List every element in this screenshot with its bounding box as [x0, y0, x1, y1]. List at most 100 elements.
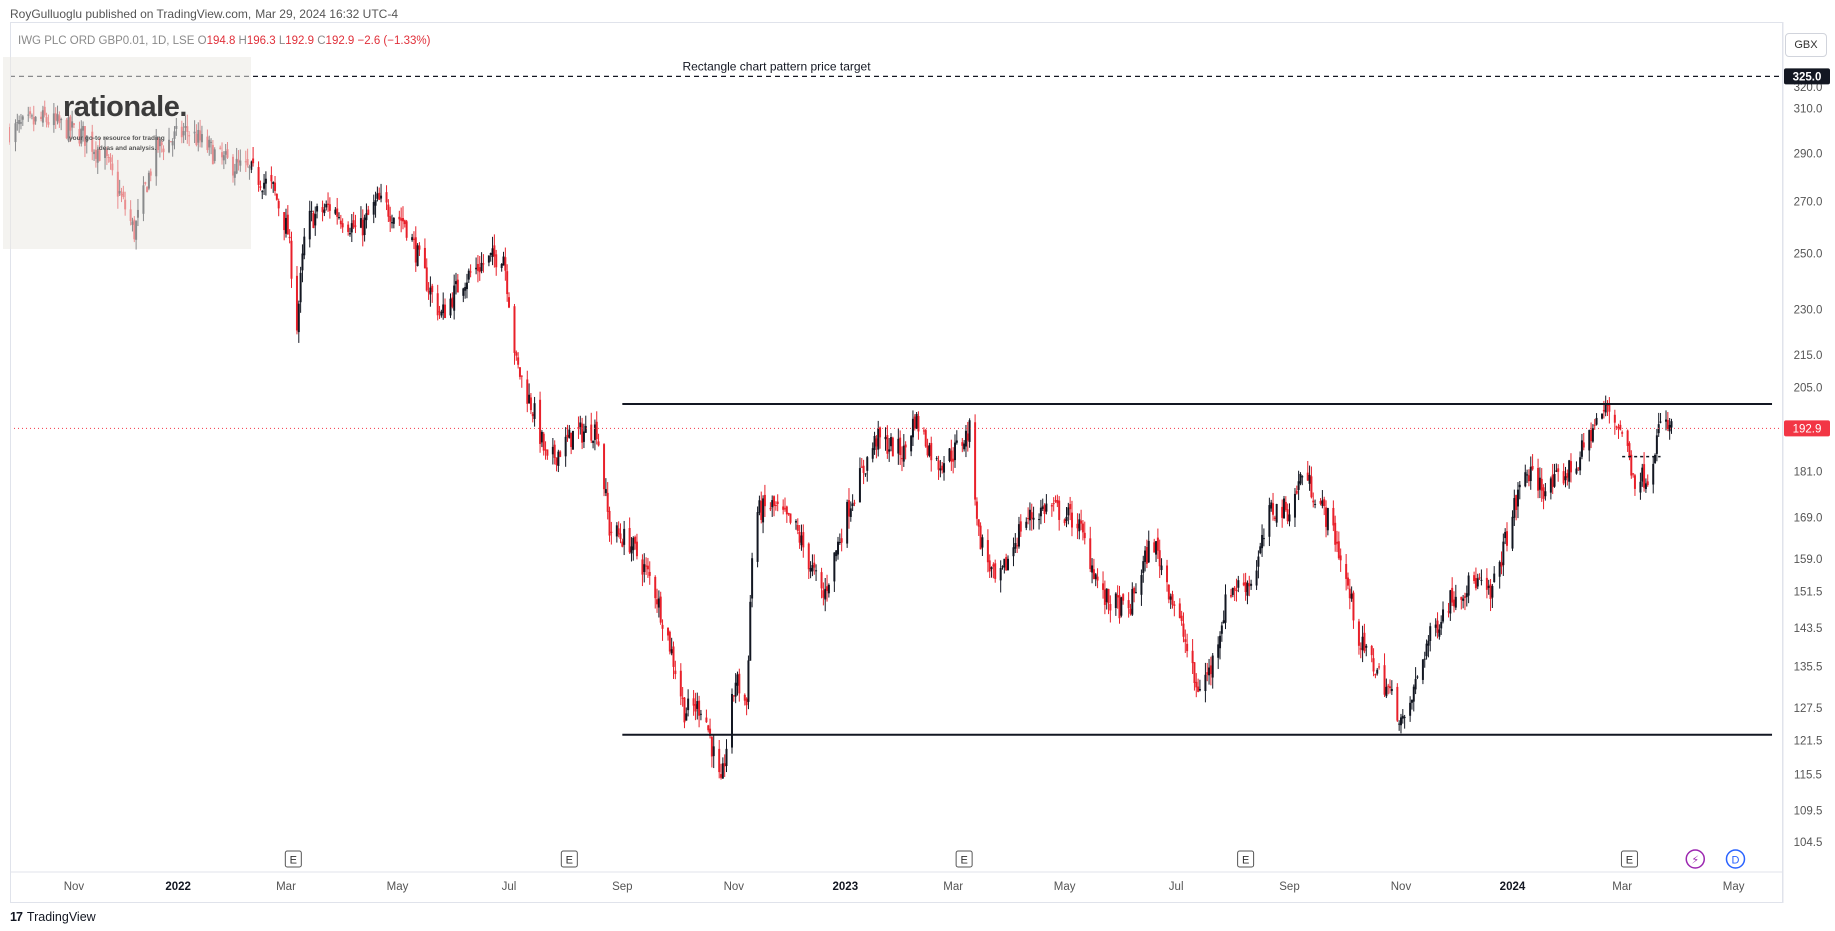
candle: [1630, 450, 1633, 479]
split-event-icon[interactable]: ⚡: [1685, 849, 1706, 869]
earnings-event-icon[interactable]: E: [1237, 850, 1255, 868]
candle: [619, 523, 622, 544]
candle: [400, 207, 403, 233]
candle: [1319, 498, 1322, 506]
close-label: C: [317, 35, 326, 47]
candle: [502, 251, 505, 266]
candle: [913, 414, 916, 431]
tradingview-footer-logo[interactable]: 17 TradingView: [10, 910, 96, 924]
candle: [1659, 412, 1662, 424]
candle: [303, 228, 306, 260]
candle: [1374, 673, 1377, 679]
symbol-legend[interactable]: IWG PLC ORD GBP0.01, 1D, LSE O194.8 H196…: [18, 35, 430, 47]
candle: [1284, 496, 1287, 512]
earnings-event-icon[interactable]: E: [955, 850, 973, 868]
candle: [840, 528, 843, 552]
candle: [416, 243, 419, 267]
candle: [1092, 558, 1095, 580]
candle: [1293, 488, 1296, 527]
candle: [1050, 503, 1053, 517]
candle: [374, 191, 377, 218]
candle: [1171, 590, 1174, 609]
candle: [879, 426, 882, 449]
candle: [696, 692, 699, 720]
candle: [500, 263, 503, 272]
candle: [590, 412, 593, 444]
candle: [553, 440, 556, 465]
candle: [1198, 679, 1201, 692]
earnings-event-icon[interactable]: E: [1620, 850, 1638, 868]
candle: [645, 557, 648, 575]
candle: [891, 436, 894, 457]
price-axis[interactable]: 104.5 109.5 115.5 121.5 127.5 135.5 143.5 151.5…: [1782, 22, 1823, 903]
candle: [853, 499, 856, 507]
y-tick-label: 181.0: [1794, 466, 1823, 478]
candle: [1091, 558, 1094, 584]
candle: [1608, 397, 1611, 424]
earnings-event-icon[interactable]: E: [284, 850, 302, 868]
candle: [1568, 459, 1571, 489]
candle: [411, 233, 414, 242]
candle: [1370, 644, 1373, 663]
symbol-name[interactable]: IWG PLC ORD GBP0.01, 1D, LSE: [18, 35, 195, 47]
price-target-tag-text: 325.0: [1793, 71, 1822, 83]
candle: [824, 578, 827, 612]
candle: [1306, 460, 1309, 481]
candle: [1626, 429, 1629, 452]
candle: [615, 522, 618, 543]
x-tick-label: Nov: [64, 881, 85, 893]
candle: [776, 494, 779, 512]
candle: [966, 421, 969, 452]
candle: [1339, 548, 1342, 572]
candle: [904, 441, 907, 460]
candle: [454, 272, 457, 295]
candle: [667, 627, 670, 641]
publisher-text: RoyGulluoglu published on TradingView.co…: [10, 7, 252, 21]
candle: [314, 206, 317, 236]
candle: [1325, 500, 1328, 538]
candle: [1361, 625, 1364, 663]
candle: [495, 249, 498, 276]
price-target-tag: 325.0: [1784, 68, 1830, 85]
candle: [564, 427, 567, 467]
candle: [539, 391, 542, 453]
candle: [1133, 586, 1136, 603]
tradingview-icon: 17: [10, 910, 23, 924]
candle: [1462, 594, 1465, 609]
candle: [1555, 463, 1558, 473]
candle: [270, 166, 273, 189]
candle: [926, 438, 929, 458]
candle: [1275, 503, 1278, 527]
candle: [1385, 678, 1388, 699]
candle: [323, 203, 326, 217]
candle: [1575, 461, 1578, 475]
candle: [964, 424, 967, 458]
candle: [1345, 553, 1348, 591]
candle: [1454, 584, 1457, 611]
candle: [1452, 591, 1455, 613]
candle: [1096, 568, 1099, 589]
candle: [1540, 468, 1543, 502]
candle: [1233, 586, 1236, 601]
dividend-event-icon[interactable]: D: [1725, 849, 1746, 869]
time-axis[interactable]: Nov 2022 Mar May Jul Sep Nov 2023 Mar May Jul Sep No…: [10, 871, 1783, 893]
candle: [321, 200, 324, 222]
candle: [359, 206, 362, 229]
candle: [756, 506, 759, 568]
svg-text:E: E: [1626, 855, 1633, 867]
currency-button[interactable]: GBX: [1785, 33, 1827, 57]
candle: [1308, 465, 1311, 491]
candle: [1326, 507, 1329, 536]
candle: [518, 367, 521, 380]
candle: [1442, 601, 1445, 624]
candle: [641, 554, 644, 587]
earnings-event-icon[interactable]: E: [560, 850, 578, 868]
candle: [1376, 667, 1379, 676]
candle: [1646, 474, 1649, 487]
candle: [453, 274, 456, 320]
candle: [1643, 452, 1646, 492]
candle: [1478, 573, 1481, 580]
candle: [1513, 489, 1516, 526]
candle: [721, 757, 724, 779]
